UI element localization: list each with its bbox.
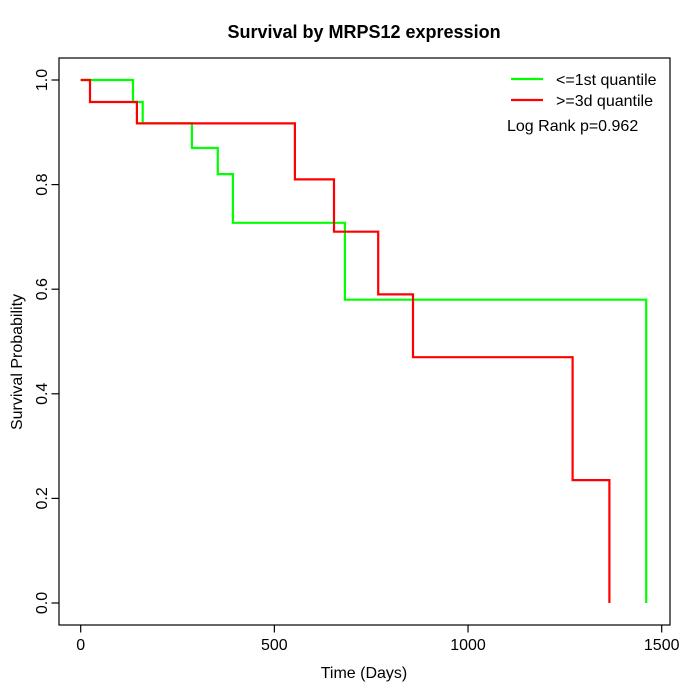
- y-tick-label: 0.2: [34, 487, 51, 509]
- plot-box: [58, 57, 671, 626]
- y-tick-label: 0.4: [34, 383, 51, 405]
- curves-layer: [80, 78, 648, 603]
- x-tick-label: 500: [261, 637, 288, 654]
- y-axis-label: Survival Probability: [9, 294, 26, 430]
- x-tick-label: 1500: [644, 637, 680, 654]
- x-tick-label: 1000: [450, 637, 486, 654]
- legend: <=1st quantile >=3d quantile Log Rank p=…: [507, 72, 657, 135]
- x-axis-label: Time (Days): [321, 665, 408, 682]
- axes-layer: 0 500 1000 1500 0.0 0.2 0.4 0.6 0.8 1.0: [34, 57, 680, 654]
- logrank-annotation: Log Rank p=0.962: [507, 118, 638, 135]
- y-tick-label: 0.6: [34, 278, 51, 300]
- legend-label-red: >=3d quantile: [556, 93, 653, 110]
- km-curve-red: [80, 78, 611, 603]
- y-tick-label: 0.8: [34, 173, 51, 195]
- x-tick-label: 0: [76, 637, 85, 654]
- legend-label-green: <=1st quantile: [556, 72, 657, 89]
- y-tick-label: 0.0: [34, 592, 51, 614]
- y-tick-label: 1.0: [34, 69, 51, 91]
- km-curve-green: [80, 78, 648, 603]
- chart-title: Survival by MRPS12 expression: [227, 22, 500, 42]
